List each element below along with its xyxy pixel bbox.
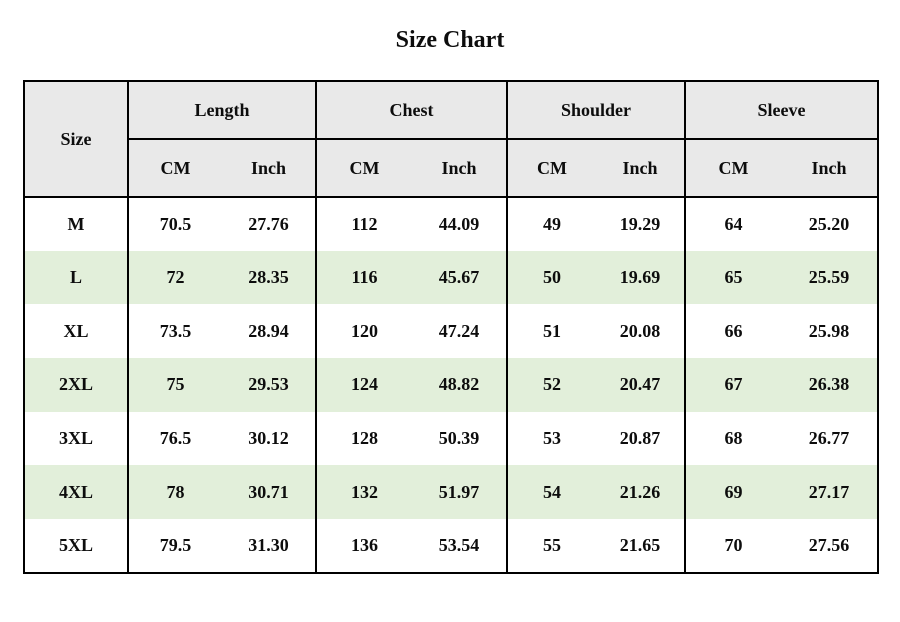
col-header-chest: Chest bbox=[315, 81, 508, 140]
data-cell: 78 bbox=[127, 465, 222, 520]
data-cell: 28.35 bbox=[248, 267, 289, 288]
data-cell: 51.97 bbox=[438, 481, 480, 502]
data-cell: 55 bbox=[506, 519, 597, 573]
data-cell: 44.09 bbox=[438, 213, 480, 234]
col-header-size: Size bbox=[24, 81, 128, 198]
data-cell: 70 bbox=[684, 519, 782, 573]
table-row: XL 73.5 28.94 120 47.24 51 20.08 66 25.9… bbox=[24, 304, 879, 359]
size-cell: L bbox=[69, 267, 82, 288]
data-cell: 51 bbox=[506, 304, 597, 359]
table-row: 4XL 78 30.71 132 51.97 54 21.26 69 27.17 bbox=[24, 465, 879, 520]
data-cell: 30.71 bbox=[248, 481, 289, 502]
data-cell: 47.24 bbox=[438, 320, 480, 341]
data-cell: 48.82 bbox=[438, 374, 480, 395]
data-cell: 52 bbox=[506, 358, 597, 412]
unit-header-length-inch: Inch bbox=[222, 139, 317, 198]
data-cell: 64 bbox=[684, 197, 782, 251]
table-row: L 72 28.35 116 45.67 50 19.69 65 25.59 bbox=[24, 250, 879, 305]
unit-header-shoulder-cm: CM bbox=[506, 139, 597, 198]
data-cell: 28.94 bbox=[248, 320, 289, 341]
unit-header-chest-cm: CM bbox=[315, 139, 413, 198]
table-row: 5XL 79.5 31.30 136 53.54 55 21.65 70 27.… bbox=[24, 519, 879, 573]
size-cell: XL bbox=[63, 320, 89, 341]
header-group-row: Size Length Chest Shoulder Sleeve bbox=[24, 81, 879, 198]
table-row: 3XL 76.5 30.12 128 50.39 53 20.87 68 26.… bbox=[24, 411, 879, 466]
data-cell: 124 bbox=[315, 358, 413, 412]
data-cell: 25.59 bbox=[808, 267, 850, 288]
data-cell: 20.87 bbox=[619, 428, 661, 449]
size-cell: 3XL bbox=[58, 428, 93, 449]
size-cell: 5XL bbox=[58, 534, 93, 555]
data-cell: 76.5 bbox=[127, 411, 222, 466]
data-cell: 21.65 bbox=[619, 534, 661, 555]
unit-header-sleeve-inch: Inch bbox=[781, 139, 879, 198]
data-cell: 21.26 bbox=[619, 481, 661, 502]
data-cell: 53.54 bbox=[438, 534, 480, 555]
unit-header-chest-inch: Inch bbox=[412, 139, 508, 198]
data-cell: 20.08 bbox=[619, 320, 661, 341]
data-cell: 50 bbox=[506, 250, 597, 305]
data-cell: 66 bbox=[684, 304, 782, 359]
size-chart-table: Size Length Chest Shoulder Sleeve CM Inc… bbox=[23, 80, 880, 574]
col-header-shoulder: Shoulder bbox=[506, 81, 686, 140]
data-cell: 45.67 bbox=[438, 267, 480, 288]
data-cell: 116 bbox=[315, 250, 413, 305]
data-cell: 29.53 bbox=[248, 374, 289, 395]
data-cell: 72 bbox=[127, 250, 222, 305]
data-cell: 30.12 bbox=[248, 428, 289, 449]
data-cell: 27.76 bbox=[248, 213, 289, 234]
data-cell: 50.39 bbox=[438, 428, 480, 449]
data-cell: 31.30 bbox=[248, 534, 289, 555]
header-unit-row: CM Inch CM Inch CM Inch CM Inch bbox=[24, 139, 879, 198]
page-title: Size Chart bbox=[395, 27, 505, 53]
data-cell: 19.29 bbox=[619, 213, 661, 234]
data-cell: 25.98 bbox=[808, 320, 850, 341]
data-cell: 54 bbox=[506, 465, 597, 520]
data-cell: 69 bbox=[684, 465, 782, 520]
data-cell: 70.5 bbox=[127, 197, 222, 251]
data-cell: 128 bbox=[315, 411, 413, 466]
unit-header-sleeve-cm: CM bbox=[684, 139, 782, 198]
size-cell: 2XL bbox=[58, 374, 93, 395]
data-cell: 112 bbox=[315, 197, 413, 251]
data-cell: 120 bbox=[315, 304, 413, 359]
data-cell: 75 bbox=[127, 358, 222, 412]
data-cell: 27.17 bbox=[808, 481, 850, 502]
data-cell: 26.77 bbox=[808, 428, 850, 449]
data-cell: 68 bbox=[684, 411, 782, 466]
data-cell: 136 bbox=[315, 519, 413, 573]
data-cell: 79.5 bbox=[127, 519, 222, 573]
col-header-length: Length bbox=[126, 81, 317, 140]
data-cell: 67 bbox=[684, 358, 782, 412]
data-cell: 53 bbox=[506, 411, 597, 466]
unit-header-length-cm: CM bbox=[127, 139, 222, 198]
data-cell: 19.69 bbox=[619, 267, 661, 288]
data-cell: 49 bbox=[506, 197, 597, 251]
data-cell: 65 bbox=[684, 250, 782, 305]
data-cell: 27.56 bbox=[808, 534, 850, 555]
data-cell: 25.20 bbox=[808, 213, 850, 234]
col-header-sleeve: Sleeve bbox=[684, 81, 879, 140]
table-row: M 70.5 27.76 112 44.09 49 19.29 64 25.20 bbox=[24, 197, 879, 251]
table-row: 2XL 75 29.53 124 48.82 52 20.47 67 26.38 bbox=[24, 358, 879, 412]
size-cell: 4XL bbox=[58, 481, 93, 502]
data-cell: 132 bbox=[315, 465, 413, 520]
size-cell: M bbox=[67, 213, 85, 234]
data-cell: 73.5 bbox=[127, 304, 222, 359]
data-cell: 26.38 bbox=[808, 374, 850, 395]
unit-header-shoulder-inch: Inch bbox=[596, 139, 686, 198]
data-cell: 20.47 bbox=[619, 374, 661, 395]
